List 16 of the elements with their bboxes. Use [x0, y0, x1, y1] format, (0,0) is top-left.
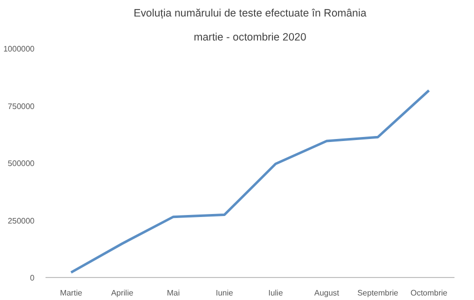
y-tick-label: 500000 — [8, 159, 36, 168]
x-tick-label: Mai — [166, 288, 180, 298]
x-tick-label: Martie — [60, 288, 83, 298]
y-tick-label: 1000000 — [3, 44, 36, 54]
x-tick-label: August — [314, 288, 340, 298]
chart-title: Evoluția numărului de teste efectuate în România — [134, 8, 366, 20]
x-tick-label: Aprilie — [111, 288, 134, 298]
x-tick-label: Septembrie — [357, 288, 399, 298]
y-tick-label: 250000 — [8, 216, 36, 226]
y-tick-label: 750000 — [8, 102, 36, 111]
line-series — [70, 89, 430, 274]
y-tick-label: 0 — [30, 274, 36, 282]
x-tick-label: Iulie — [268, 288, 284, 298]
chart-subtitle: martie - octombrie 2020 — [194, 32, 306, 44]
x-tick-label: Iunie — [216, 288, 234, 298]
x-tick-label: Octombrie — [410, 288, 448, 298]
